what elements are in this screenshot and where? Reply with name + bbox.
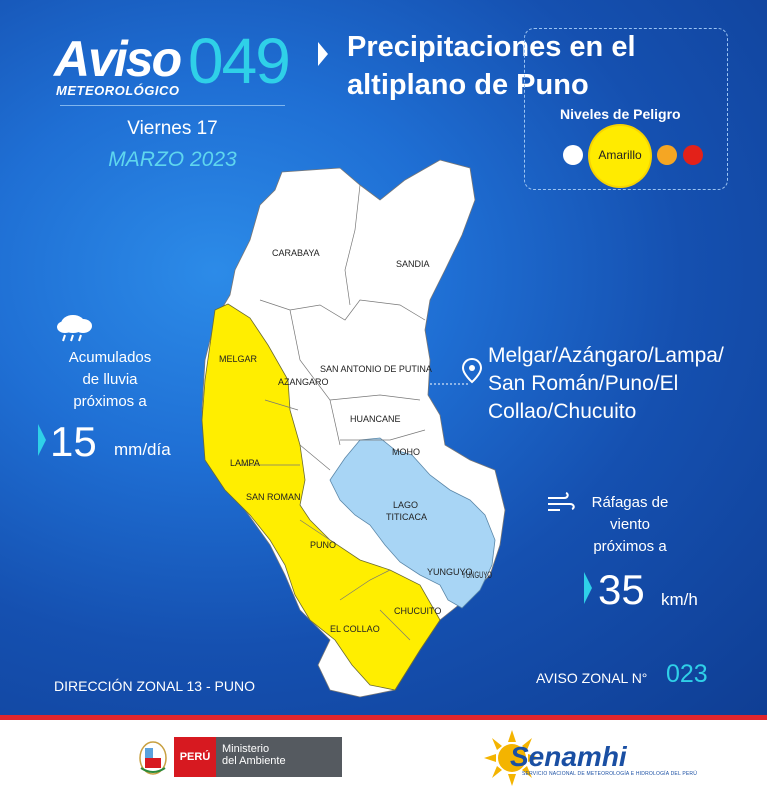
aviso-subtitle: METEOROLÓGICO [56, 83, 180, 98]
level-yellow-dot [590, 126, 650, 186]
callout-connector [410, 383, 470, 385]
logo-bar [0, 720, 767, 792]
wind-line-3: próximos a [593, 538, 667, 555]
ministerio-label: Ministerio del Ambiente [216, 737, 342, 777]
title-line-2: altiplano de Puno [347, 69, 589, 101]
ministerio-line-2: del Ambiente [222, 755, 286, 767]
map-label-moho: MOHO [392, 447, 420, 457]
rain-unit: mm/día [114, 440, 171, 459]
red-stripe [0, 715, 767, 720]
senamhi-logo-text: Senamhi [510, 741, 627, 772]
rain-cloud-icon [57, 315, 92, 342]
map-label-puno: PUNO [310, 540, 336, 550]
affected-provinces: Melgar/Azángaro/Lampa/ San Román/Puno/El… [488, 342, 758, 426]
location-pin-icon [462, 358, 482, 384]
senamhi-subtitle: SERVICIO NACIONAL DE METEOROLOGÍA E HIDR… [522, 771, 698, 777]
ministerio-line-1: Ministerio [222, 743, 270, 755]
provinces-line-3: Collao/Chucuito [488, 400, 637, 423]
map-label-lampa: LAMPA [230, 458, 260, 468]
level-white-dot [563, 145, 583, 165]
provinces-line-1: Melgar/Azángaro/Lampa/ [488, 344, 724, 367]
rain-line-1: Acumulados [68, 349, 152, 366]
issue-day: Viernes 17 [127, 118, 218, 139]
wind-line-1: Ráfagas de [591, 494, 669, 511]
level-red-dot [683, 145, 703, 165]
map-label-huancane: HUANCANE [350, 414, 401, 424]
map-label-chucuito: CHUCUITO [394, 606, 441, 616]
warning-panel: Aviso METEOROLÓGICO 049 Precipitaciones … [0, 0, 767, 715]
map-label-titicaca: TITICACA [386, 512, 427, 522]
title-line-1: Precipitaciones en el [347, 31, 636, 63]
warning-zone [201, 303, 441, 691]
aviso-zonal-label: AVISO ZONAL N° [536, 670, 648, 686]
level-orange-dot [657, 145, 677, 165]
rain-line-3: próximos a [73, 393, 147, 410]
map-label-melgar: MELGAR [219, 354, 258, 364]
peru-ministerio-logo: PERÚ Ministerio del Ambiente [174, 737, 342, 777]
map-label-sandia: SANDIA [396, 259, 430, 269]
peru-label: PERÚ [174, 737, 216, 777]
aviso-number: 049 [188, 25, 291, 97]
wind-description: Ráfagas de viento próximos a [560, 492, 700, 558]
wind-arrow-icon [584, 572, 592, 604]
danger-levels-box [524, 28, 728, 190]
level-active-label: Amarillo [598, 148, 642, 162]
direccion-zonal: DIRECCIÓN ZONAL 13 - PUNO [54, 678, 255, 694]
map-label-san-antonio: SAN ANTONIO DE PUTINA [320, 364, 432, 374]
aviso-title: Aviso [54, 31, 182, 87]
rain-value: 15 [50, 418, 97, 465]
map-label-lago: LAGO [393, 500, 418, 510]
wind-value: 35 [598, 566, 645, 613]
provinces-line-2: San Román/Puno/El [488, 372, 679, 395]
rain-description: Acumulados de lluvia próximos a [40, 347, 180, 413]
aviso-zonal-number: 023 [666, 660, 708, 688]
wind-icon [548, 492, 575, 511]
issue-date: MARZO 2023 [108, 148, 237, 171]
puno-map: CARABAYA SANDIA MELGAR AZANGARO SAN ANTO… [201, 159, 506, 698]
rain-line-2: de lluvia [82, 371, 138, 388]
map-label-yunguyo: YUNGUYO [427, 567, 473, 577]
map-label-yunguyo-edge: YUNGUYO [462, 570, 492, 580]
danger-levels-title: Niveles de Peligro [560, 106, 681, 122]
map-label-el-collao: EL COLLAO [330, 624, 380, 634]
wind-line-2: viento [609, 516, 651, 533]
title-arrow-icon [318, 42, 328, 66]
map-label-carabaya: CARABAYA [272, 248, 320, 258]
map-label-azangaro: AZANGARO [278, 377, 329, 387]
warning-title: Precipitaciones en el altiplano de Puno [347, 28, 687, 104]
map-label-san-roman: SAN ROMAN [246, 492, 301, 502]
lake-titicaca [329, 437, 496, 609]
header-divider [60, 105, 285, 106]
province-borders [240, 184, 426, 641]
wind-unit: km/h [661, 590, 698, 609]
rain-arrow-icon [38, 424, 46, 456]
senamhi-sun-icon [484, 730, 540, 786]
peru-coat-of-arms-icon [139, 741, 167, 775]
